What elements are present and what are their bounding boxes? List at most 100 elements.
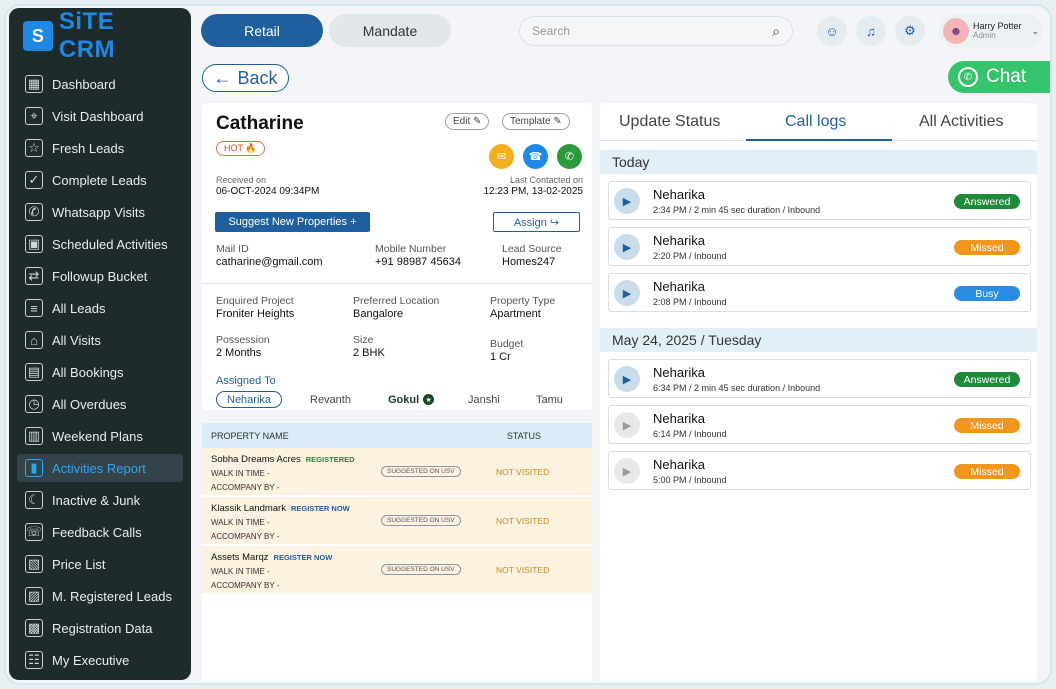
- call-log-item[interactable]: ▶ Neharika 2:08 PM / Inbound Busy: [608, 273, 1031, 312]
- assignee-tamu[interactable]: Tamu: [536, 393, 563, 406]
- play-icon[interactable]: ▶: [614, 234, 640, 260]
- sidebar-item-all-bookings[interactable]: ▤ All Bookings: [17, 358, 183, 386]
- table-header: PROPERTY NAME STATUS: [202, 423, 592, 448]
- user-role: Admin: [973, 31, 996, 40]
- sidebar-item-icon: ☆: [25, 139, 43, 157]
- lead-card: Catharine HOT 🔥 Edit ✎ Template ✎ ✉ ☎ ✆ …: [202, 103, 592, 410]
- mandate-tab[interactable]: Mandate: [329, 14, 451, 47]
- source-value: Homes247: [502, 256, 556, 268]
- play-icon[interactable]: ▶: [614, 458, 640, 484]
- tab-all-activities[interactable]: All Activities: [919, 113, 1004, 130]
- play-icon[interactable]: ▶: [614, 188, 640, 214]
- back-button[interactable]: ← Back: [202, 64, 289, 92]
- sidebar-item-weekend-plans[interactable]: ▥ Weekend Plans: [17, 422, 183, 450]
- sidebar-item-label: Feedback Calls: [52, 524, 142, 540]
- sidebar-item-inactive-junk[interactable]: ☾ Inactive & Junk: [17, 486, 183, 514]
- sidebar-item-label: Fresh Leads: [52, 140, 125, 156]
- call-log-item[interactable]: ▶ Neharika 6:14 PM / Inbound Missed: [608, 405, 1031, 444]
- call-log-item[interactable]: ▶ Neharika 2:20 PM / Inbound Missed: [608, 227, 1031, 266]
- property-table: PROPERTY NAME STATUS Sobha Dreams Acres R…: [202, 423, 592, 681]
- tab-update-status[interactable]: Update Status: [619, 113, 721, 130]
- chat-bubble-icon[interactable]: ☺: [817, 16, 847, 46]
- table-row[interactable]: Klassik Landmark REGISTER NOW WALK IN TIME…: [202, 497, 592, 546]
- assigned-to-label: Assigned To: [216, 375, 276, 387]
- template-button[interactable]: Template ✎: [502, 113, 570, 130]
- assignee-gokul[interactable]: Gokul ★: [388, 391, 435, 408]
- caller-name: Neharika: [653, 457, 706, 472]
- sidebar-item-all-overdues[interactable]: ◷ All Overdues: [17, 390, 183, 418]
- arrow-left-icon: ←: [213, 67, 232, 88]
- sidebar-item-registration-data[interactable]: ▩ Registration Data: [17, 614, 183, 642]
- sidebar-item-price-list[interactable]: ▧ Price List: [17, 550, 183, 578]
- size-label: Size: [353, 334, 374, 346]
- call-meta: 2:08 PM / Inbound: [653, 297, 727, 307]
- sidebar-item-all-visits[interactable]: ⌂ All Visits: [17, 326, 183, 354]
- last-contacted-value: 12:23 PM, 13-02-2025: [483, 186, 583, 197]
- call-log-item[interactable]: ▶ Neharika 2:34 PM / 2 min 45 sec duration…: [608, 181, 1031, 220]
- chevron-down-icon[interactable]: ⌄: [1031, 25, 1039, 36]
- walk-in-time: WALK IN TIME -: [211, 469, 270, 478]
- call-meta: 6:14 PM / Inbound: [653, 429, 727, 439]
- last-contacted-label: Last Contacted on: [509, 175, 583, 185]
- edit-button[interactable]: Edit ✎: [445, 113, 490, 130]
- sidebar-item-icon: ✓: [25, 171, 43, 189]
- sidebar-item-label: Complete Leads: [52, 172, 147, 188]
- tab-call-logs[interactable]: Call logs: [785, 113, 847, 130]
- sidebar-item-icon: ▮: [25, 459, 43, 477]
- search-input[interactable]: Search ⌕: [519, 16, 793, 46]
- retail-tab[interactable]: Retail: [201, 14, 323, 47]
- sidebar-item-whatsapp-visits[interactable]: ✆ Whatsapp Visits: [17, 198, 183, 226]
- search-icon[interactable]: ⌕: [772, 22, 780, 39]
- caller-name: Neharika: [653, 411, 706, 426]
- suggest-properties-button[interactable]: Suggest New Properties +: [215, 212, 370, 232]
- assignee-janshi[interactable]: Janshi: [468, 393, 500, 406]
- property-type-label: Property Type: [490, 295, 556, 307]
- size-value: 2 BHK: [353, 347, 385, 359]
- user-menu[interactable]: ☻ Harry Potter Admin ⌄: [939, 14, 1043, 48]
- sidebar-item-feedback-calls[interactable]: ☏ Feedback Calls: [17, 518, 183, 546]
- possession-label: Possession: [216, 334, 270, 346]
- assignee-revanth[interactable]: Revanth: [310, 393, 351, 406]
- call-log-item[interactable]: ▶ Neharika 5:00 PM / Inbound Missed: [608, 451, 1031, 490]
- assign-button[interactable]: Assign ↪: [493, 212, 580, 232]
- day-header-past: May 24, 2025 / Tuesday: [600, 328, 1037, 352]
- sidebar-item-visit-dashboard[interactable]: ⌖ Visit Dashboard: [17, 102, 183, 130]
- table-row[interactable]: Assets Marqz REGISTER NOW WALK IN TIME - AC…: [202, 546, 592, 595]
- register-now-link[interactable]: REGISTER NOW: [290, 504, 350, 513]
- table-row[interactable]: Sobha Dreams Acres REGISTERED WALK IN TIME…: [202, 448, 592, 497]
- location-label: Preferred Location: [353, 295, 440, 307]
- chat-button[interactable]: ✆ Chat: [948, 61, 1050, 93]
- sidebar-item-label: All Bookings: [52, 364, 124, 380]
- sidebar-item-icon: ≡: [25, 299, 43, 317]
- sidebar: S SiTE CRM ▦ Dashboard ⌖ Visit Dashboard ☆ Fr…: [9, 8, 191, 680]
- sidebar-item-dashboard[interactable]: ▦ Dashboard: [17, 70, 183, 98]
- possession-value: 2 Months: [216, 347, 262, 359]
- sidebar-item-my-executive[interactable]: ☷ My Executive: [17, 646, 183, 674]
- property-name: Assets Marqz REGISTER NOW: [211, 552, 332, 563]
- call-status-badge: Missed: [954, 418, 1020, 433]
- sidebar-item-m-registered-leads[interactable]: ▨ M. Registered Leads: [17, 582, 183, 610]
- gear-icon[interactable]: ⚙: [895, 16, 925, 46]
- bell-icon[interactable]: ♫: [856, 16, 886, 46]
- sidebar-item-label: My Executive: [52, 652, 130, 668]
- property-name: Klassik Landmark REGISTER NOW: [211, 503, 350, 514]
- whatsapp-icon: ✆: [958, 67, 978, 87]
- sidebar-item-scheduled-activities[interactable]: ▣ Scheduled Activities: [17, 230, 183, 258]
- mail-label: Mail ID: [216, 243, 249, 255]
- sidebar-item-activities-report[interactable]: ▮ Activities Report: [17, 454, 183, 482]
- assignee-neharika[interactable]: Neharika: [216, 391, 283, 408]
- phone-icon[interactable]: ☎: [523, 144, 548, 169]
- sidebar-item-fresh-leads[interactable]: ☆ Fresh Leads: [17, 134, 183, 162]
- whatsapp-icon[interactable]: ✆: [557, 144, 582, 169]
- call-log-item[interactable]: ▶ Neharika 6:34 PM / 2 min 45 sec duration…: [608, 359, 1031, 398]
- register-now-link[interactable]: REGISTER NOW: [273, 553, 333, 562]
- play-icon[interactable]: ▶: [614, 280, 640, 306]
- user-name: Harry Potter: [973, 21, 1022, 31]
- sidebar-item-followup-bucket[interactable]: ⇄ Followup Bucket: [17, 262, 183, 290]
- mail-icon[interactable]: ✉: [489, 144, 514, 169]
- sidebar-item-icon: ▨: [25, 587, 43, 605]
- sidebar-item-all-leads[interactable]: ≡ All Leads: [17, 294, 183, 322]
- sidebar-item-complete-leads[interactable]: ✓ Complete Leads: [17, 166, 183, 194]
- play-icon[interactable]: ▶: [614, 412, 640, 438]
- play-icon[interactable]: ▶: [614, 366, 640, 392]
